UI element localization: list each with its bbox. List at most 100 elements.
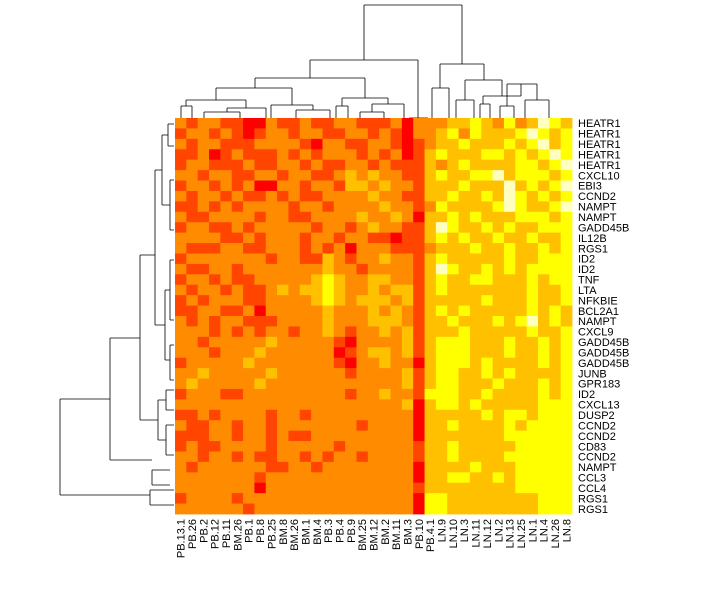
heatmap-cell: [424, 253, 437, 265]
heatmap-cell: [549, 472, 562, 484]
heatmap-cell: [345, 138, 357, 150]
heatmap-cell: [458, 305, 471, 317]
heatmap-cell: [537, 472, 550, 484]
heatmap-cell: [526, 409, 539, 421]
heatmap-cell: [458, 441, 471, 452]
heatmap-cell: [356, 461, 369, 473]
heatmap-cell: [254, 295, 267, 306]
heatmap-cell: [458, 430, 471, 442]
heatmap-cell: [458, 118, 471, 129]
heatmap-cell: [560, 503, 573, 515]
heatmap-cell: [277, 253, 289, 265]
heatmap-cell: [390, 316, 403, 327]
heatmap-cell: [390, 190, 403, 202]
heatmap-cell: [288, 409, 301, 421]
heatmap-cell: [209, 441, 221, 452]
heatmap-cell: [379, 326, 391, 338]
column-label: BM.26: [232, 519, 244, 551]
heatmap-cell: [401, 284, 414, 296]
heatmap-cell: [345, 357, 357, 369]
heatmap-cell: [458, 253, 471, 265]
heatmap-cell: [447, 201, 459, 213]
heatmap-cell: [537, 493, 550, 504]
heatmap-cell: [447, 263, 459, 275]
heatmap-cell: [311, 149, 323, 161]
heatmap-cell: [526, 461, 539, 473]
heatmap-cell: [379, 180, 391, 192]
heatmap-cell: [515, 399, 528, 411]
heatmap-cell: [243, 211, 255, 223]
heatmap-cell: [413, 170, 425, 181]
heatmap-cell: [379, 378, 391, 390]
heatmap-cell: [265, 180, 278, 192]
heatmap-cell: [401, 441, 414, 452]
heatmap-cell: [492, 451, 505, 463]
heatmap-cell: [458, 232, 471, 244]
heatmap-cell: [243, 503, 255, 515]
heatmap-cell: [390, 138, 403, 150]
heatmap-cell: [322, 305, 335, 317]
heatmap-cell: [447, 430, 459, 442]
heatmap-cell: [379, 420, 391, 432]
heatmap-cell: [469, 316, 482, 327]
heatmap-cell: [537, 378, 550, 390]
heatmap-cell: [254, 368, 267, 379]
heatmap-cell: [197, 284, 210, 296]
heatmap-cell: [413, 368, 425, 379]
heatmap-cell: [345, 243, 357, 254]
heatmap-cell: [503, 357, 516, 369]
heatmap-cell: [311, 305, 323, 317]
heatmap-cell: [186, 128, 199, 140]
heatmap-cell: [356, 388, 369, 400]
row-label: HEATR1: [578, 118, 621, 130]
heatmap-cell: [481, 274, 493, 286]
heatmap-cell: [322, 336, 335, 348]
heatmap-cell: [515, 368, 528, 379]
heatmap-cell: [277, 263, 289, 275]
heatmap-cell: [526, 503, 539, 515]
heatmap-cell: [560, 211, 573, 223]
heatmap-cell: [503, 211, 516, 223]
heatmap-cell: [458, 336, 471, 348]
heatmap-cell: [254, 409, 267, 421]
heatmap-cell: [231, 201, 244, 213]
heatmap-cell: [311, 253, 323, 265]
row-label: NFKBIE: [578, 295, 618, 307]
heatmap-cell: [458, 388, 471, 400]
heatmap-cell: [288, 138, 301, 150]
heatmap-cell: [231, 159, 244, 171]
heatmap-cell: [537, 316, 550, 327]
column-label: LN.13: [505, 519, 517, 548]
heatmap-cell: [367, 295, 380, 306]
heatmap-cell: [299, 388, 312, 400]
heatmap-cell: [560, 274, 573, 286]
heatmap-cell: [265, 357, 278, 369]
heatmap-cell: [209, 493, 221, 504]
heatmap-cell: [288, 274, 301, 286]
row-label: CCND2: [578, 191, 616, 203]
heatmap-cell: [413, 190, 425, 202]
heatmap-cell: [243, 388, 255, 400]
heatmap-cell: [186, 420, 199, 432]
heatmap-cell: [401, 128, 414, 140]
row-label: NAMPT: [578, 202, 617, 214]
heatmap-cell: [311, 441, 323, 452]
heatmap-cell: [481, 472, 493, 484]
row-label: ID2: [578, 264, 595, 276]
heatmap-cell: [231, 451, 244, 463]
heatmap-cell: [515, 211, 528, 223]
heatmap-cell: [435, 180, 448, 192]
heatmap-cell: [413, 420, 425, 432]
heatmap-cell: [503, 461, 516, 473]
heatmap-cell: [277, 378, 289, 390]
row-label: RGS1: [578, 504, 608, 516]
heatmap-cell: [379, 243, 391, 254]
heatmap-cell: [322, 326, 335, 338]
heatmap-cell: [265, 420, 278, 432]
heatmap-cell: [186, 274, 199, 286]
heatmap-cell: [175, 472, 187, 484]
heatmap-cell: [231, 305, 244, 317]
heatmap-cell: [401, 274, 414, 286]
heatmap-cell: [447, 388, 459, 400]
heatmap-cell: [254, 253, 267, 265]
